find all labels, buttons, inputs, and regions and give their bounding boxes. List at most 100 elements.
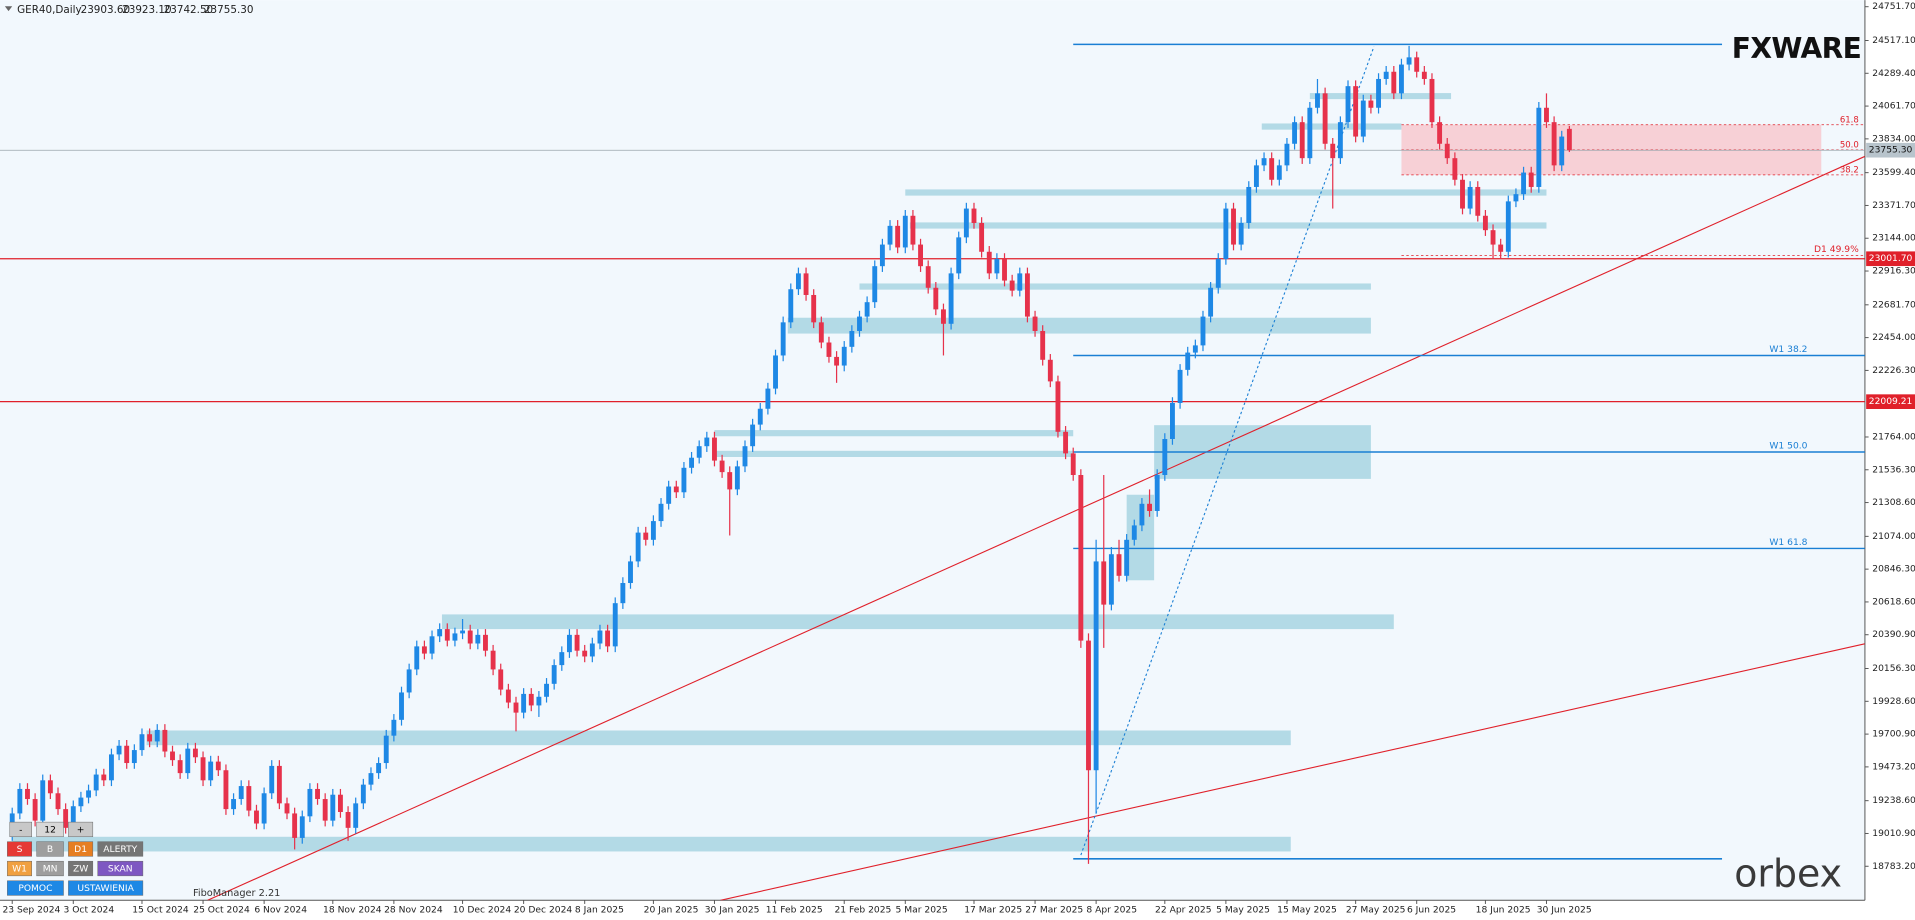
y-tick-label: 20156.30 (1872, 664, 1915, 674)
x-tick-label: 11 Feb 2025 (766, 906, 823, 916)
candle-body (650, 521, 656, 540)
logo: orbex (1734, 851, 1842, 895)
button[interactable] (68, 880, 144, 896)
candle-body (1513, 194, 1519, 202)
candle-body (1246, 186, 1252, 223)
candle-body (1337, 122, 1343, 159)
candle-body (780, 322, 786, 356)
candle-body (826, 342, 832, 357)
candle-body (765, 388, 771, 409)
candle-body (32, 799, 38, 821)
ohlc-open: 23903.60 (81, 4, 131, 16)
button-label[interactable]: MN (43, 865, 58, 875)
candle-body (1391, 71, 1397, 94)
button[interactable] (36, 841, 64, 857)
candle-body (1399, 64, 1404, 94)
x-tick-label: 3 Oct 2024 (64, 906, 115, 916)
candle-body (1322, 93, 1328, 144)
candle-body (1505, 201, 1511, 252)
zone (905, 189, 1547, 196)
button-label[interactable]: D1 (74, 845, 87, 855)
y-tick-label: 23834.00 (1872, 134, 1915, 144)
candle-body (1292, 122, 1298, 144)
candle-body (1307, 107, 1313, 159)
candle-body (1002, 258, 1007, 281)
trendline (207, 155, 1865, 901)
candle-body (864, 302, 870, 317)
ohlc-low: 23742.50 (164, 4, 214, 16)
candle-body (414, 646, 420, 670)
button-label[interactable]: ZW (73, 865, 88, 875)
candle-body (994, 258, 1000, 274)
button[interactable] (9, 821, 32, 838)
candle-body (597, 630, 603, 644)
candle-body (589, 643, 595, 657)
candle-body (1124, 539, 1130, 576)
candle-body (1200, 316, 1206, 346)
button[interactable] (36, 860, 64, 877)
candle-body (773, 355, 778, 389)
candle-body (1269, 158, 1275, 180)
y-tick-label: 22226.30 (1872, 366, 1915, 376)
button[interactable] (97, 841, 144, 857)
price-tag (1866, 142, 1915, 158)
candle-body (1116, 554, 1122, 576)
candle-body (1223, 208, 1229, 259)
candle-body (910, 215, 916, 245)
candle-body (872, 266, 878, 303)
fibo-label: 38.2 (1840, 165, 1859, 175)
button-label[interactable]: B (47, 845, 53, 855)
fibo-label: 50.0 (1840, 140, 1859, 150)
button-label[interactable]: S (17, 845, 23, 855)
candle-body (803, 273, 809, 295)
button[interactable] (97, 860, 144, 877)
button[interactable] (68, 860, 94, 877)
candle-body (322, 799, 328, 821)
button-label[interactable]: USTAWIENIA (77, 884, 134, 894)
candle-body (55, 793, 61, 810)
candle-body (1063, 431, 1069, 454)
y-tick-label: 21536.30 (1872, 465, 1915, 475)
candle-body (559, 652, 565, 666)
button-label[interactable]: W1 (12, 865, 27, 875)
candle-body (1147, 503, 1152, 512)
candle-body (1475, 186, 1481, 216)
button[interactable] (7, 860, 32, 877)
candle-body (1238, 222, 1244, 245)
button[interactable] (7, 841, 32, 857)
button-label[interactable]: ALERTY (103, 845, 137, 855)
candle-body (1032, 316, 1038, 331)
button[interactable] (7, 880, 64, 896)
x-tick-label: 21 Feb 2025 (834, 906, 891, 916)
candle-body (1101, 561, 1107, 605)
x-tick-label: 20 Jan 2025 (644, 906, 699, 916)
button[interactable] (68, 821, 94, 838)
x-tick-label: 18 Jun 2025 (1476, 906, 1531, 916)
button-label[interactable]: POMOC (18, 884, 52, 894)
ohlc-close: 23755.30 (204, 4, 254, 16)
candle-body (1284, 143, 1290, 166)
x-tick-label: 6 Nov 2024 (254, 906, 307, 916)
button-label[interactable]: SKAN (108, 865, 133, 875)
candle-body (1177, 369, 1183, 403)
y-tick-label: 21764.00 (1872, 432, 1915, 442)
price-tag-label: 23755.30 (1869, 146, 1913, 156)
button-label[interactable]: - (19, 826, 22, 836)
candle-body (658, 503, 664, 522)
candle-body (177, 760, 183, 774)
candle-body (1162, 438, 1168, 476)
candle-body (696, 446, 702, 458)
y-tick-label: 23144.00 (1872, 234, 1915, 244)
candle-body (1261, 158, 1267, 166)
candle-body (391, 719, 397, 736)
y-tick-label: 21308.60 (1872, 498, 1915, 508)
candle-body (879, 244, 885, 267)
button[interactable] (36, 821, 64, 838)
candle-body (902, 215, 908, 248)
button-label[interactable]: 12 (44, 826, 56, 836)
button[interactable] (68, 841, 94, 857)
candle-body (1086, 640, 1091, 771)
candle-body (139, 734, 145, 751)
button-label[interactable]: + (77, 826, 85, 836)
